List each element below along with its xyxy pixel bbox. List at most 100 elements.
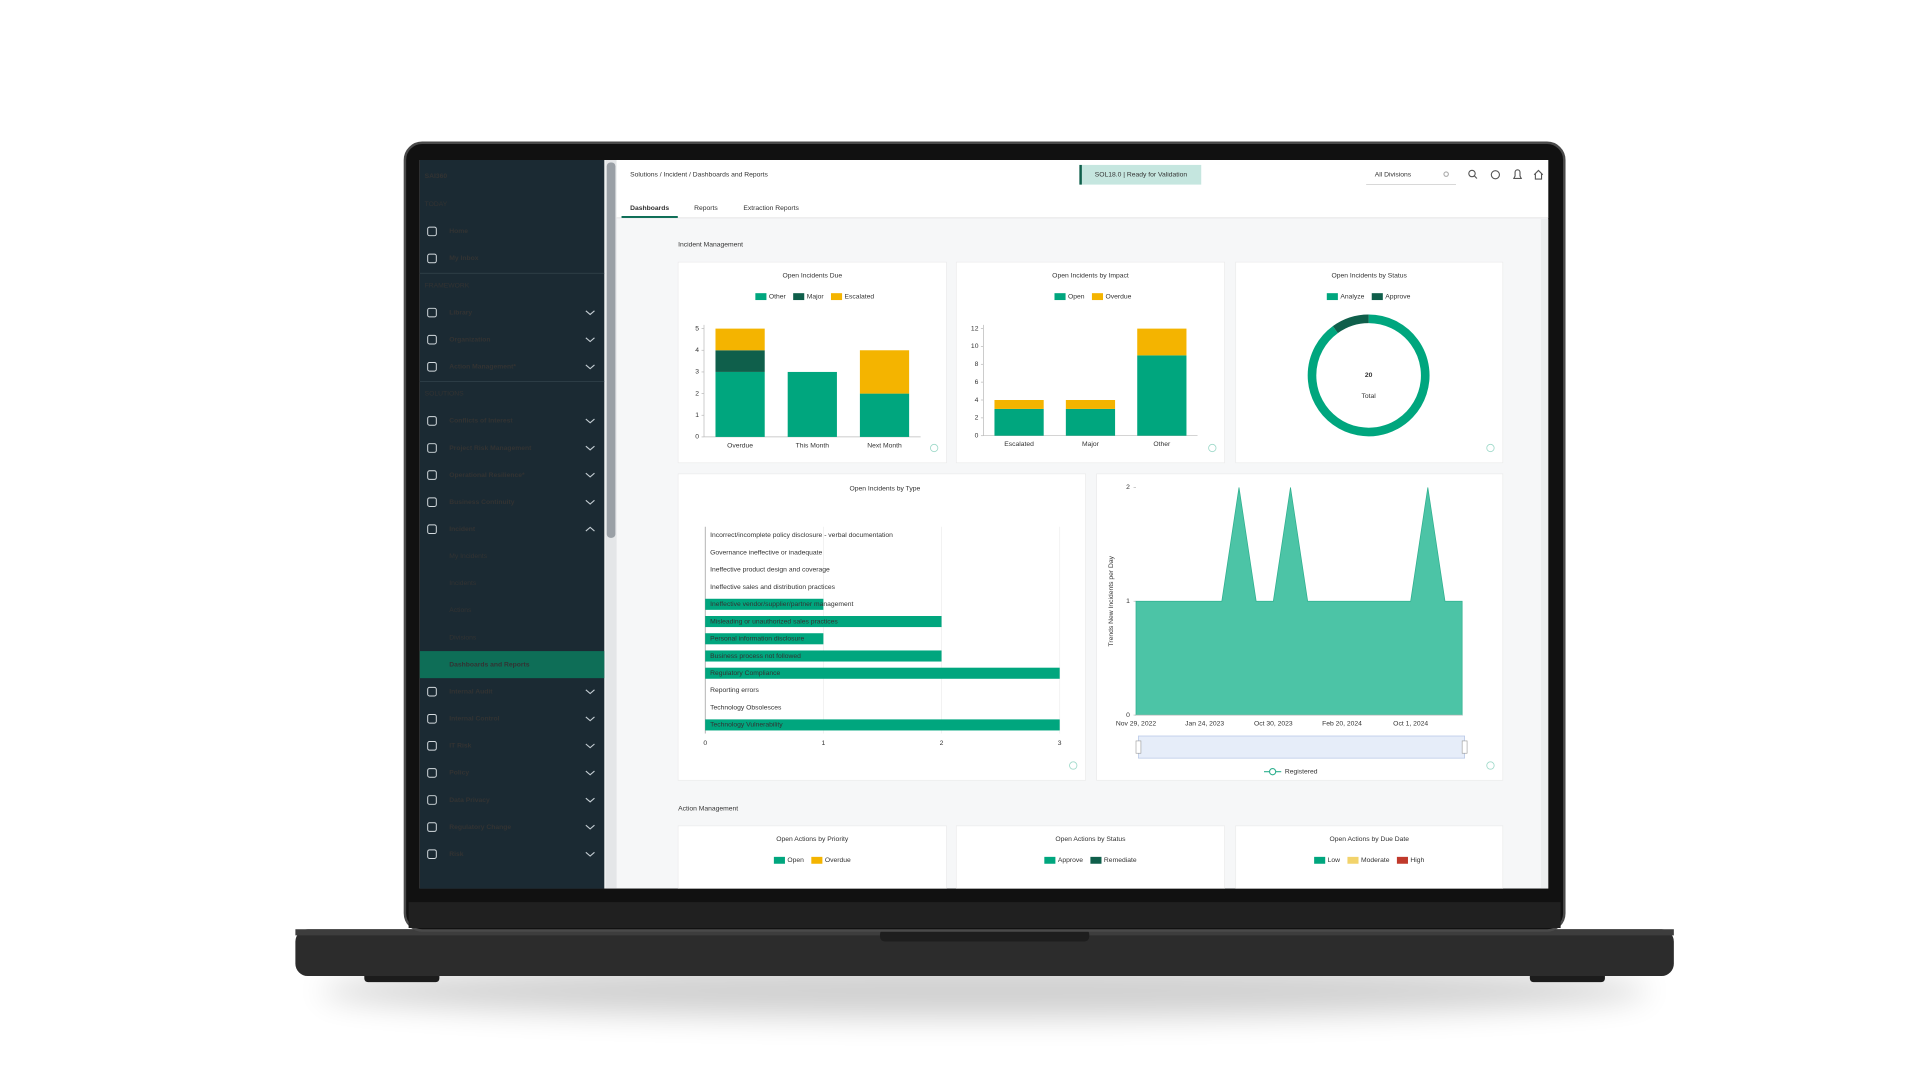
info-icon[interactable] (1486, 761, 1495, 770)
breadcrumb: Solutions / Incident / Dashboards and Re… (630, 172, 768, 179)
sidebar-icon (427, 307, 437, 318)
legend-label: Approve (1058, 857, 1083, 864)
sidebar-item[interactable]: Operational Resilience* (449, 472, 525, 479)
laptop-notch (880, 929, 1090, 942)
division-filter[interactable]: All Divisions (1375, 172, 1412, 179)
sidebar-item[interactable]: Data Privacy (449, 797, 490, 804)
sidebar-subitem[interactable]: Dashboards and Reports (449, 661, 530, 668)
chevron[interactable] (585, 716, 595, 722)
legend-label: Other (769, 293, 787, 300)
bar-segment (1137, 328, 1187, 356)
bar-segment (715, 328, 765, 351)
sidebar-icon (427, 741, 437, 751)
info-icon[interactable] (1069, 761, 1078, 770)
chevron[interactable] (585, 526, 595, 532)
sidebar-item[interactable]: Internal Control (449, 716, 499, 723)
y-tick-label: 0 (1126, 712, 1130, 719)
bar (705, 650, 942, 662)
sidebar-subitem[interactable]: Actions (449, 607, 472, 614)
category-label: Ineffective vendor/supplier/partner mana… (710, 601, 853, 608)
sidebar-item[interactable]: Conflicts of Interest (449, 418, 513, 425)
sidebar-icon (427, 795, 437, 805)
sidebar-item[interactable]: Library (449, 309, 472, 316)
x-tick-label: Oct 1, 2024 (1393, 720, 1428, 727)
chevron[interactable] (585, 797, 595, 803)
sidebar-subitem[interactable]: Divisions (449, 634, 477, 641)
x-tick-label: Feb 20, 2024 (1322, 720, 1362, 727)
donut-segment (1307, 314, 1430, 437)
x-tick-label: Major (1082, 441, 1100, 448)
range-slider[interactable] (1138, 735, 1465, 759)
range-handle[interactable] (1461, 740, 1468, 754)
chart-title: Open Actions by Status (1055, 836, 1126, 843)
sidebar-item[interactable]: Policy (449, 770, 469, 777)
chevron[interactable] (585, 364, 595, 370)
x-tick-label: 3 (1058, 740, 1062, 747)
info-icon[interactable] (1486, 443, 1495, 453)
sidebar-item[interactable]: Project Risk Management (449, 445, 532, 452)
y-tick-label: 5 (695, 325, 699, 332)
tab[interactable]: Extraction Reports (743, 205, 799, 212)
tab[interactable]: Reports (694, 205, 718, 212)
sidebar-icon (427, 768, 437, 778)
chevron[interactable] (585, 310, 595, 316)
sidebar-item[interactable]: Business Continuity (449, 499, 515, 506)
help-icon[interactable] (1490, 170, 1500, 180)
bar-segment (1065, 408, 1116, 436)
search-icon[interactable] (1468, 169, 1478, 179)
section-title: Action Management (678, 805, 738, 812)
sidebar-icon (427, 497, 437, 507)
sidebar-item[interactable]: Organization (449, 336, 490, 343)
tab[interactable]: Dashboards (630, 205, 669, 212)
legend-swatch (773, 856, 785, 864)
chevron[interactable] (585, 743, 595, 749)
legend-swatch (1091, 293, 1104, 301)
bell-icon[interactable] (1512, 169, 1523, 180)
sidebar-item[interactable]: Incident (449, 526, 476, 533)
y-tick-label: 1 (695, 412, 699, 419)
chevron[interactable] (585, 851, 595, 857)
range-handle[interactable] (1135, 740, 1142, 754)
sidebar-icon (427, 686, 437, 697)
chevron[interactable] (585, 337, 595, 343)
chevron[interactable] (585, 689, 595, 695)
sidebar-item[interactable]: Action Management* (449, 364, 516, 371)
legend-swatch (1314, 856, 1326, 864)
x-tick-label: This Month (796, 442, 830, 449)
chevron[interactable] (585, 472, 595, 478)
sidebar-item[interactable]: Regulatory Change (449, 824, 511, 831)
x-tick-label: Next Month (867, 442, 902, 449)
x-tick-label: Oct 30, 2023 (1254, 720, 1293, 727)
home-icon[interactable] (1533, 169, 1544, 180)
legend-marker (1268, 768, 1277, 776)
legend-swatch (1090, 856, 1102, 864)
content-scrollbar (1540, 219, 1549, 889)
sidebar-item[interactable]: IT Risk (449, 743, 471, 750)
info-icon[interactable] (1208, 443, 1217, 453)
legend-swatch (1054, 293, 1066, 301)
y-tick-label: 2 (695, 390, 699, 397)
filter-search-icon[interactable] (1443, 171, 1449, 177)
sidebar-item[interactable]: Risk (449, 851, 464, 858)
y-tick-label: 4 (975, 397, 979, 404)
area (1135, 487, 1463, 716)
sidebar-item[interactable]: Home (449, 228, 468, 235)
sidebar-subitem[interactable]: Incidents (449, 580, 477, 587)
sidebar-item[interactable]: My Inbox (449, 255, 478, 262)
chart-title: Open Incidents by Impact (1052, 272, 1129, 279)
category-label: Technology Vulnerability (710, 722, 783, 729)
bar (705, 598, 824, 610)
chevron[interactable] (585, 499, 595, 505)
chevron[interactable] (585, 770, 595, 776)
info-icon[interactable] (930, 443, 939, 453)
chevron[interactable] (585, 418, 595, 424)
chevron[interactable] (585, 824, 595, 830)
chevron[interactable] (585, 445, 595, 451)
sidebar-item[interactable]: Internal Audit (449, 688, 493, 695)
legend-label: Approve (1385, 293, 1410, 300)
sidebar-subitem[interactable]: My Incidents (449, 553, 488, 560)
legend-label: Open (787, 857, 804, 864)
sidebar-scroll-thumb[interactable] (606, 162, 616, 538)
